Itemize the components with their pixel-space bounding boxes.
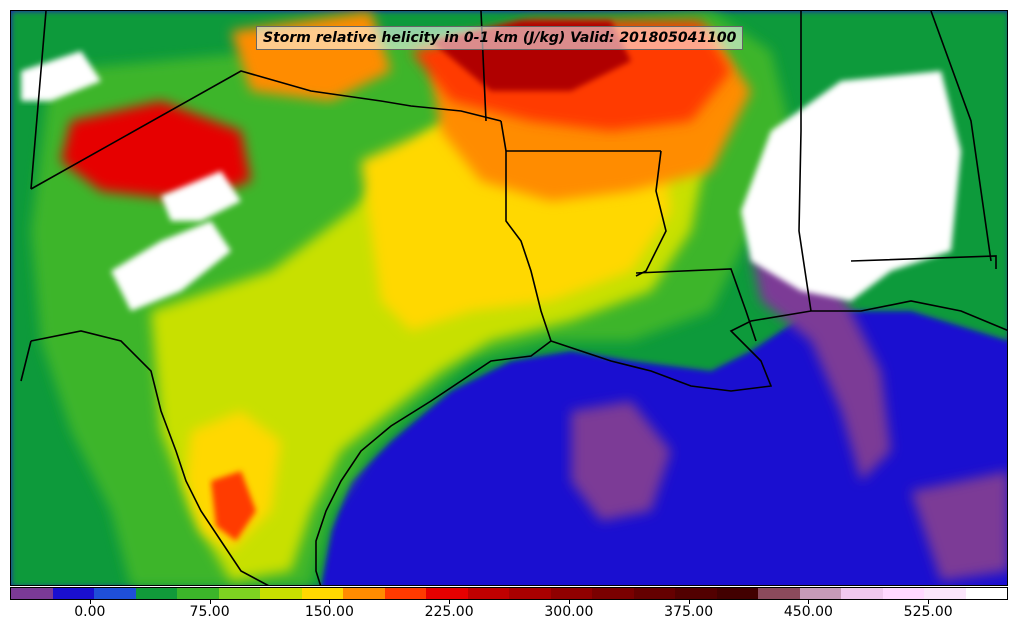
- map-title: Storm relative helicity in 0-1 km (J/kg)…: [256, 26, 744, 50]
- offshore-purple-band-3: [911, 471, 1007, 581]
- mexico-border-west: [20, 340, 32, 382]
- south-texas-red: [211, 471, 256, 541]
- colorbar-segment: [633, 588, 675, 599]
- colorbar-tick: [89, 600, 91, 604]
- gulf-coastline: [315, 340, 552, 585]
- colorbar-segment: [135, 588, 177, 599]
- offshore-purple-band-2: [571, 401, 671, 521]
- colorbar-segment: [426, 588, 468, 599]
- colorbar-tick-label: 150.00: [304, 604, 354, 620]
- texas-panhandle-border: [30, 11, 47, 190]
- colorbar-segment: [675, 588, 717, 599]
- west-red-band: [61, 101, 251, 201]
- colorbar-tick: [808, 600, 810, 604]
- colorbar-segment: [509, 588, 551, 599]
- colorbar-segment: [260, 588, 302, 599]
- east-white-region: [741, 71, 961, 301]
- colorbar-tick-label: 375.00: [664, 604, 714, 620]
- colorbar-segment: [716, 588, 758, 599]
- colorbar-segment: [882, 588, 924, 599]
- colorbar-segment: [218, 588, 260, 599]
- colorbar: [10, 587, 1008, 600]
- oklahoma-texas-border: [30, 70, 502, 190]
- colorbar-segment: [11, 588, 53, 599]
- colorbar-segment: [52, 588, 94, 599]
- colorbar-tick: [329, 600, 331, 604]
- offshore-purple-band: [751, 251, 891, 481]
- colorbar-tick-label: 0.00: [74, 604, 106, 620]
- west-white-region: [111, 221, 231, 311]
- colorbar-tick: [688, 600, 690, 604]
- colorbar-segment: [177, 588, 219, 599]
- colorbar-tick-label: 300.00: [544, 604, 594, 620]
- colorbar-segment: [965, 588, 1007, 599]
- helicity-map: [11, 11, 1007, 585]
- colorbar-segment: [592, 588, 634, 599]
- louisiana-coastline: [550, 300, 1007, 392]
- colorbar-segment: [841, 588, 883, 599]
- colorbar-tick: [568, 600, 570, 604]
- colorbar-tick: [928, 600, 930, 604]
- colorbar-segment: [301, 588, 343, 599]
- colorbar-segment: [758, 588, 800, 599]
- colorbar-segment: [94, 588, 136, 599]
- colorbar-segment: [799, 588, 841, 599]
- colorbar-tick-label: 225.00: [424, 604, 474, 620]
- colorbar-segment: [343, 588, 385, 599]
- colorbar-tick: [209, 600, 211, 604]
- boundaries: [20, 11, 1007, 585]
- northwest-white-region: [21, 51, 101, 101]
- colorbar-tick: [449, 600, 451, 604]
- west-white-region-2: [161, 171, 241, 221]
- map-panel: Storm relative helicity in 0-1 km (J/kg)…: [10, 10, 1008, 586]
- colorbar-tick-label: 75.00: [189, 604, 230, 620]
- louisiana-mississippi-border: [635, 268, 757, 342]
- colorbar-segment: [467, 588, 509, 599]
- colorbar-ticks: 0.00 75.00 150.00 225.00 300.00 375.00 450.00 5…: [10, 600, 1008, 630]
- alabama-florida-border: [850, 255, 997, 269]
- colorbar-tick-label: 450.00: [783, 604, 833, 620]
- mississippi-alabama-border: [798, 11, 812, 312]
- alabama-georgia-border: [930, 11, 992, 262]
- colorbar-segment: [924, 588, 966, 599]
- colorbar-tick-label: 525.00: [903, 604, 953, 620]
- rio-grande: [30, 330, 269, 585]
- colorbar-segment: [550, 588, 592, 599]
- colorbar-segment: [384, 588, 426, 599]
